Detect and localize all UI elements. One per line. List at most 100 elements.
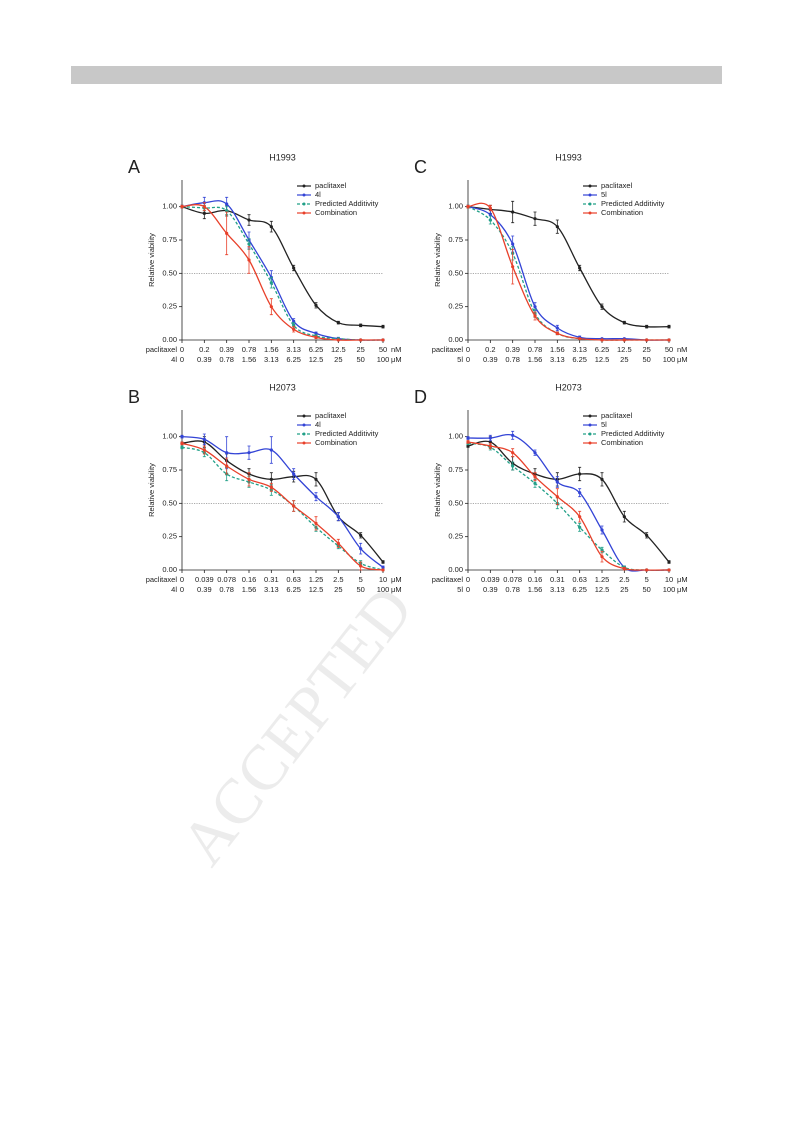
unit-label: μM bbox=[391, 355, 402, 364]
y-axis-label: Relative viability bbox=[147, 463, 156, 517]
x-tick-label: 10 bbox=[379, 575, 387, 584]
x-tick-label: 12.5 bbox=[595, 355, 610, 364]
data-point bbox=[225, 464, 229, 468]
y-tick-label: 1.00 bbox=[448, 432, 463, 441]
legend-label: 5l bbox=[601, 190, 607, 199]
x-tick-label: 0.39 bbox=[197, 585, 212, 594]
data-point bbox=[381, 325, 385, 329]
legend-label: paclitaxel bbox=[315, 411, 347, 420]
data-point bbox=[466, 440, 470, 444]
data-point bbox=[247, 242, 251, 246]
unit-label: μM bbox=[677, 575, 688, 584]
data-point bbox=[555, 480, 559, 484]
x-tick-label: 0.39 bbox=[197, 355, 212, 364]
data-point bbox=[225, 209, 229, 213]
fit-curve bbox=[467, 206, 670, 328]
data-point bbox=[202, 437, 206, 441]
x-tick-label: 6.25 bbox=[572, 355, 587, 364]
x-tick-label: 0.78 bbox=[505, 585, 520, 594]
x-tick-label: 0.2 bbox=[485, 345, 495, 354]
x-tick-label: 0.31 bbox=[264, 575, 279, 584]
legend-label: 4l bbox=[315, 420, 321, 429]
data-point bbox=[488, 206, 492, 210]
chart-title: H2073 bbox=[555, 382, 582, 392]
data-point bbox=[292, 266, 296, 270]
data-point bbox=[336, 515, 340, 519]
data-point bbox=[292, 504, 296, 508]
fit-curve bbox=[467, 440, 670, 563]
fit-curve bbox=[181, 200, 384, 341]
data-point bbox=[578, 337, 582, 341]
y-axis-label: Relative viability bbox=[433, 463, 442, 517]
data-point bbox=[578, 525, 582, 529]
data-point bbox=[180, 205, 184, 209]
x-tick-label: 25 bbox=[620, 355, 628, 364]
x-tick-label: 0.78 bbox=[242, 345, 257, 354]
x-tick-label: 12.5 bbox=[309, 585, 324, 594]
legend-label: Combination bbox=[601, 438, 643, 447]
data-point bbox=[381, 568, 385, 572]
data-point bbox=[359, 323, 363, 327]
data-point bbox=[247, 258, 251, 262]
x-tick-label: 0 bbox=[466, 575, 470, 584]
panel-letter: A bbox=[128, 157, 140, 177]
x-tick-label: 5 bbox=[359, 575, 363, 584]
y-tick-label: 1.00 bbox=[162, 202, 177, 211]
data-point bbox=[578, 266, 582, 270]
x-tick-label: 100 bbox=[377, 355, 390, 364]
data-point bbox=[555, 495, 559, 499]
data-point bbox=[622, 567, 626, 571]
y-tick-label: 0.25 bbox=[162, 302, 177, 311]
data-point bbox=[202, 448, 206, 452]
y-tick-label: 0.25 bbox=[448, 302, 463, 311]
x-tick-label: 0 bbox=[180, 345, 184, 354]
unit-label: μM bbox=[391, 575, 402, 584]
x-tick-label: 0.78 bbox=[505, 355, 520, 364]
row-label: 5l bbox=[457, 585, 463, 594]
data-point bbox=[667, 568, 671, 572]
data-point bbox=[667, 325, 671, 329]
data-point bbox=[336, 541, 340, 545]
y-tick-label: 0.00 bbox=[162, 565, 177, 574]
x-tick-label: 100 bbox=[377, 585, 390, 594]
x-tick-label: 0.78 bbox=[528, 345, 543, 354]
legend-label: Predicted Additivity bbox=[601, 199, 665, 208]
data-point bbox=[645, 338, 649, 342]
chart-title: H2073 bbox=[269, 382, 296, 392]
data-point bbox=[533, 314, 537, 318]
x-tick-label: 5 bbox=[645, 575, 649, 584]
data-point bbox=[292, 472, 296, 476]
y-tick-label: 0.00 bbox=[448, 335, 463, 344]
data-point bbox=[578, 491, 582, 495]
data-point bbox=[292, 327, 296, 331]
x-tick-label: 12.5 bbox=[331, 345, 346, 354]
row-label: 5l bbox=[457, 355, 463, 364]
row-label: paclitaxel bbox=[432, 575, 464, 584]
y-tick-label: 0.50 bbox=[162, 498, 177, 507]
unit-label: nM bbox=[677, 345, 687, 354]
x-tick-label: 1.56 bbox=[242, 355, 257, 364]
data-point bbox=[622, 338, 626, 342]
y-tick-label: 0.50 bbox=[448, 498, 463, 507]
legend-marker bbox=[302, 441, 306, 445]
y-tick-label: 1.00 bbox=[162, 432, 177, 441]
fit-curve bbox=[181, 206, 384, 328]
y-tick-label: 0.75 bbox=[448, 235, 463, 244]
data-point bbox=[667, 338, 671, 342]
x-tick-label: 50 bbox=[642, 355, 650, 364]
data-point bbox=[667, 560, 671, 564]
data-point bbox=[225, 231, 229, 235]
data-point bbox=[600, 548, 604, 552]
legend-marker bbox=[588, 211, 592, 215]
row-label: paclitaxel bbox=[146, 345, 178, 354]
x-tick-label: 3.13 bbox=[264, 585, 279, 594]
fit-curve bbox=[181, 436, 384, 568]
x-tick-label: 0 bbox=[180, 575, 184, 584]
x-tick-label: 2.5 bbox=[333, 575, 343, 584]
data-point bbox=[645, 568, 649, 572]
data-point bbox=[269, 477, 273, 481]
y-tick-label: 0.75 bbox=[162, 235, 177, 244]
legend-label: paclitaxel bbox=[315, 181, 347, 190]
data-point bbox=[511, 265, 515, 269]
row-label: 4l bbox=[171, 355, 177, 364]
